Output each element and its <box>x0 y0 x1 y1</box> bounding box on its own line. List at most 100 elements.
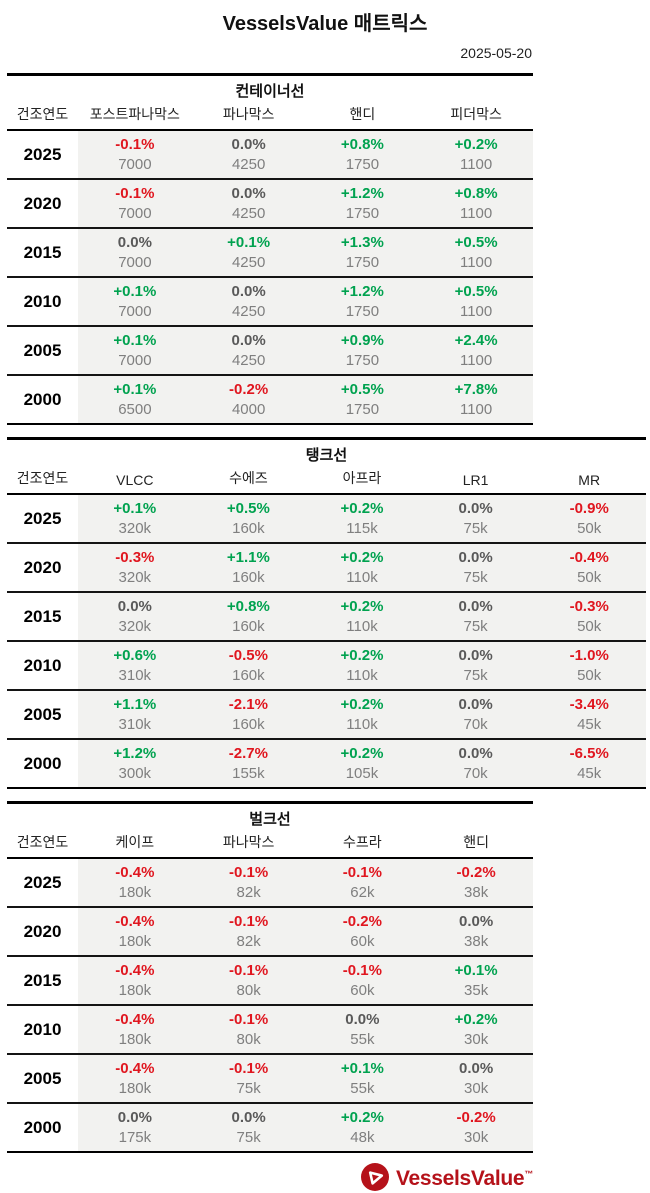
data-cell: +0.1% 4250 <box>191 229 306 276</box>
data-cell: -0.4% 180k <box>78 859 192 906</box>
asset-value: 160k <box>232 618 265 635</box>
percent-change: -0.5% <box>228 647 268 664</box>
percent-change: 0.0% <box>458 549 493 566</box>
data-cell: -0.1% 82k <box>191 859 306 906</box>
year-cell: 2000 <box>7 1104 78 1151</box>
data-cell: 0.0% 7000 <box>78 229 192 276</box>
asset-value: 7000 <box>118 156 152 173</box>
column-header: 파나막스 <box>222 106 275 122</box>
asset-value: 160k <box>232 716 265 733</box>
asset-value: 1100 <box>459 156 493 173</box>
asset-value: 80k <box>236 982 261 999</box>
data-cell: -0.1% 62k <box>305 859 420 906</box>
matrix-section: 탱크선 건조연도 VLCC 수에즈 아프라 LR1 MR 2025 +0.1% 320k +0.5%… <box>7 437 646 789</box>
table-row: 2015 0.0% 320k +0.8% 160k +0.2% 110k 0.0% 75k -0.… <box>7 593 646 642</box>
percent-change: 0.0% <box>117 234 152 251</box>
data-cell: -1.0% 50k <box>532 642 646 689</box>
asset-value: 75k <box>236 1129 261 1146</box>
section-title: 탱크선 <box>305 447 348 464</box>
percent-change: +0.8% <box>226 598 270 615</box>
data-cell: +2.4% 1100 <box>419 327 533 374</box>
data-cell: +0.9% 1750 <box>305 327 420 374</box>
data-cell: -0.4% 50k <box>532 544 646 591</box>
data-cell: -0.4% 180k <box>78 1055 192 1102</box>
percent-change: +0.1% <box>227 234 271 251</box>
asset-value: 1100 <box>459 205 493 222</box>
column-header: 수프라 <box>343 834 382 850</box>
data-cell: +0.2% 30k <box>419 1006 533 1053</box>
asset-value: 110k <box>346 618 378 635</box>
percent-change: -0.1% <box>229 962 269 979</box>
percent-change: -0.3% <box>569 598 609 615</box>
asset-value: 45k <box>577 765 602 782</box>
year-cell: 2005 <box>7 1055 78 1102</box>
asset-value: 180k <box>118 1031 152 1048</box>
percent-change: -0.9% <box>569 500 609 517</box>
data-cell: -0.1% 75k <box>191 1055 306 1102</box>
year-cell: 2000 <box>7 740 78 787</box>
data-cell: -0.2% 60k <box>305 908 420 955</box>
data-cell: -0.1% 80k <box>191 957 306 1004</box>
year-cell: 2010 <box>7 1006 78 1053</box>
data-cell: -0.9% 50k <box>532 495 646 542</box>
percent-change: 0.0% <box>231 185 266 202</box>
asset-value: 70k <box>463 765 488 782</box>
percent-change: -2.7% <box>228 745 268 762</box>
percent-change: +0.9% <box>340 332 384 349</box>
percent-change: +0.5% <box>340 381 384 398</box>
asset-value: 180k <box>118 884 152 901</box>
year-column-header: 건조연도 <box>16 106 69 122</box>
year-cell: 2015 <box>7 229 78 276</box>
percent-change: +0.2% <box>340 500 384 517</box>
asset-value: 70k <box>463 716 488 733</box>
brand-logo: VesselsValue™ <box>0 1160 650 1193</box>
percent-change: 0.0% <box>459 1060 494 1077</box>
data-cell: +1.2% 1750 <box>305 278 420 325</box>
percent-change: 0.0% <box>231 283 266 300</box>
percent-change: 0.0% <box>458 598 493 615</box>
year-cell: 2020 <box>7 180 78 227</box>
data-cell: +0.5% 1100 <box>419 229 533 276</box>
year-cell: 2005 <box>7 327 78 374</box>
percent-change: -0.1% <box>229 1011 269 1028</box>
percent-change: -2.1% <box>228 696 268 713</box>
percent-change: -0.1% <box>342 962 382 979</box>
asset-value: 55k <box>350 1031 375 1048</box>
percent-change: +0.1% <box>340 1060 384 1077</box>
tm-mark: ™ <box>524 1169 533 1179</box>
data-cell: -0.4% 180k <box>78 908 192 955</box>
asset-value: 1750 <box>345 254 380 271</box>
table-row: 2025 -0.1% 7000 0.0% 4250 +0.8% 1750 +0.2% 1100 <box>7 131 533 180</box>
asset-value: 180k <box>118 982 152 999</box>
asset-value: 80k <box>236 1031 261 1048</box>
asset-value: 38k <box>464 884 489 901</box>
table-row: 2005 -0.4% 180k -0.1% 75k +0.1% 55k 0.0% 30k <box>7 1055 533 1104</box>
asset-value: 6500 <box>118 401 152 418</box>
asset-value: 82k <box>236 884 261 901</box>
matrix-tables: 컨테이너선 건조연도 포스트파나막스 파나막스 핸디 피더막스 2025 -0.1% 7000 0… <box>7 73 650 1153</box>
asset-value: 50k <box>577 618 602 635</box>
data-cell: -0.2% 4000 <box>191 376 306 423</box>
percent-change: 0.0% <box>458 745 493 762</box>
page-title: VesselsValue 매트릭스 <box>222 13 428 35</box>
data-cell: 0.0% 30k <box>419 1055 533 1102</box>
percent-change: 0.0% <box>231 332 266 349</box>
asset-value: 38k <box>464 933 489 950</box>
matrix-section: 벌크선 건조연도 케이프 파나막스 수프라 핸디 2025 -0.4% 180k -0.1% 82k… <box>7 801 533 1153</box>
asset-value: 35k <box>464 982 489 999</box>
data-cell: -0.2% 38k <box>419 859 533 906</box>
percent-change: -0.1% <box>229 864 269 881</box>
percent-change: -0.4% <box>115 962 155 979</box>
data-cell: 0.0% 4250 <box>191 180 306 227</box>
percent-change: -0.4% <box>115 913 155 930</box>
asset-value: 1100 <box>459 254 493 271</box>
asset-value: 320k <box>118 520 152 537</box>
data-cell: -2.7% 155k <box>191 740 306 787</box>
brand-name: VesselsValue™ <box>395 1167 533 1190</box>
asset-value: 75k <box>463 667 488 684</box>
table-row: 2020 -0.1% 7000 0.0% 4250 +1.2% 1750 +0.8% 1100 <box>7 180 533 229</box>
year-cell: 2005 <box>7 691 78 738</box>
percent-change: -0.2% <box>229 381 269 398</box>
data-cell: +0.5% 1100 <box>419 278 533 325</box>
column-header: 포스트파나막스 <box>89 106 180 122</box>
